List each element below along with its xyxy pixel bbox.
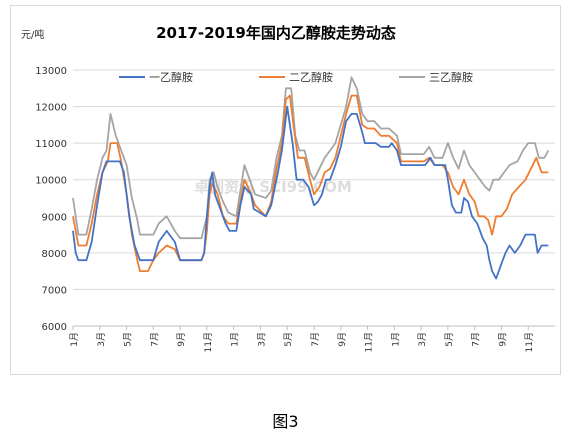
x-tick-label: 9月 bbox=[176, 332, 187, 347]
y-tick-label: 9000 bbox=[42, 212, 67, 223]
y-tick-label: 7000 bbox=[42, 285, 67, 296]
chart-frame: 2017-2019年国内乙醇胺走势动态 元/吨 卓创资讯 SCI99.COM 6… bbox=[10, 5, 561, 375]
x-tick-label: 11月 bbox=[524, 332, 535, 352]
y-tick-label: 6000 bbox=[42, 322, 67, 333]
x-tick-label: 7月 bbox=[310, 332, 321, 347]
x-tick-label: 11月 bbox=[203, 332, 214, 352]
series-line-2 bbox=[72, 94, 549, 272]
x-tick-label: 3月 bbox=[96, 332, 107, 347]
y-tick-label: 11000 bbox=[35, 139, 67, 150]
y-tick-label: 8000 bbox=[42, 249, 67, 260]
x-axis-ticks: 1月 3月 5月 7月 9月 11月 1月 3月 5月 7月 9月 11月 1月 3月 5月 7月 9月 11月 bbox=[69, 326, 535, 352]
x-tick-label: 1月 bbox=[230, 332, 241, 347]
series-line-3 bbox=[72, 76, 550, 240]
y-axis-unit-label: 元/吨 bbox=[21, 28, 44, 41]
x-tick-label: 1月 bbox=[390, 332, 401, 347]
legend-label: 一乙醇胺 bbox=[149, 70, 193, 84]
x-tick-label: 9月 bbox=[497, 332, 508, 347]
x-tick-label: 11月 bbox=[364, 332, 375, 352]
x-tick-label: 3月 bbox=[256, 332, 267, 347]
x-tick-label: 3月 bbox=[417, 332, 428, 347]
x-tick-label: 1月 bbox=[69, 332, 80, 347]
series-line-1 bbox=[72, 105, 549, 280]
line-chart: 2017-2019年国内乙醇胺走势动态 元/吨 卓创资讯 SCI99.COM 6… bbox=[21, 24, 555, 352]
gridlines bbox=[73, 69, 555, 327]
series-lines bbox=[72, 76, 550, 280]
y-axis-ticks: 6000 7000 8000 9000 10000 11000 12000 13000 bbox=[35, 66, 67, 333]
chart-title: 2017-2019年国内乙醇胺走势动态 bbox=[156, 24, 396, 42]
y-tick-label: 10000 bbox=[35, 176, 67, 187]
figure-caption: 图3 bbox=[272, 412, 299, 431]
legend-label: 三乙醇胺 bbox=[429, 70, 473, 84]
x-tick-label: 5月 bbox=[444, 332, 455, 347]
y-tick-label: 13000 bbox=[35, 66, 67, 77]
x-tick-label: 5月 bbox=[283, 332, 294, 347]
legend: 一乙醇胺 二乙醇胺 三乙醇胺 bbox=[119, 70, 473, 84]
legend-label: 二乙醇胺 bbox=[289, 70, 333, 84]
x-tick-label: 5月 bbox=[123, 332, 134, 347]
x-tick-label: 7月 bbox=[149, 332, 160, 347]
y-tick-label: 12000 bbox=[35, 103, 67, 114]
x-tick-label: 9月 bbox=[337, 332, 348, 347]
x-tick-label: 7月 bbox=[471, 332, 482, 347]
